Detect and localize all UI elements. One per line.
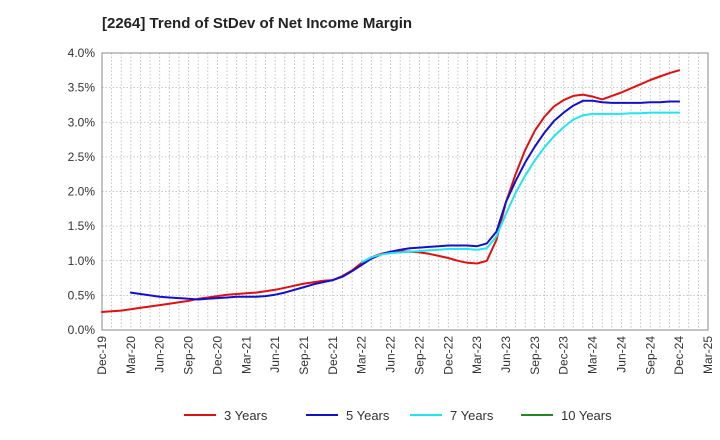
y-tick-label: 2.5%	[68, 150, 96, 164]
x-tick-label: Dec-24	[672, 336, 686, 375]
x-tick-label: Jun-21	[268, 336, 282, 373]
legend-label: 10 Years	[561, 408, 612, 423]
y-tick-label: 0.0%	[68, 323, 96, 337]
x-tick-label: Dec-19	[95, 336, 109, 375]
x-tick-label: Dec-20	[210, 336, 224, 375]
x-tick-label: Sep-20	[182, 336, 196, 375]
x-tick-label: Mar-23	[470, 336, 484, 374]
y-tick-label: 2.0%	[68, 185, 96, 199]
series-line-5-years	[129, 99, 681, 301]
y-tick-label: 3.5%	[68, 81, 96, 95]
x-tick-label: Mar-21	[239, 336, 253, 374]
x-tick-label: Sep-24	[643, 336, 657, 375]
x-tick-label: Jun-23	[499, 336, 513, 373]
x-tick-label: Mar-24	[586, 336, 600, 374]
x-tick-label: Mar-25	[701, 336, 715, 374]
x-tick-label: Sep-22	[412, 336, 426, 375]
y-tick-label: 4.0%	[68, 46, 96, 60]
x-tick-label: Jun-20	[153, 336, 167, 373]
chart-title: [2264] Trend of StDev of Net Income Marg…	[102, 15, 413, 32]
x-tick-label: Mar-22	[355, 336, 369, 374]
x-tick-label: Sep-23	[528, 336, 542, 375]
grid-layer	[102, 52, 708, 330]
y-tick-label: 3.0%	[68, 115, 96, 129]
x-tick-label: Dec-22	[441, 336, 455, 375]
y-tick-label: 1.5%	[68, 219, 96, 233]
x-tick-label: Jun-24	[614, 336, 628, 373]
legend-label: 3 Years	[224, 408, 268, 423]
x-tick-label: Dec-23	[557, 336, 571, 375]
plot-frame	[101, 52, 709, 331]
legend-label: 5 Years	[346, 408, 390, 423]
legend-label: 7 Years	[450, 408, 494, 423]
y-tick-label: 1.0%	[68, 254, 96, 268]
legend-layer: 3 Years 5 Years 7 Years 10 Years	[184, 408, 612, 423]
x-tick-label: Sep-21	[297, 336, 311, 375]
series-line-7-years	[360, 111, 681, 264]
x-tick-label: Mar-20	[124, 336, 138, 374]
y-tick-label: 0.5%	[68, 288, 96, 302]
x-tick-label: Jun-22	[384, 336, 398, 373]
x-tick-label: Dec-21	[326, 336, 340, 375]
series-layer	[101, 69, 681, 313]
axis-layer: 0.0% 0.5% 1.0% 1.5% 2.0% 2.5% 3.0% 3.5% 4.0% Dec-…	[68, 46, 715, 375]
